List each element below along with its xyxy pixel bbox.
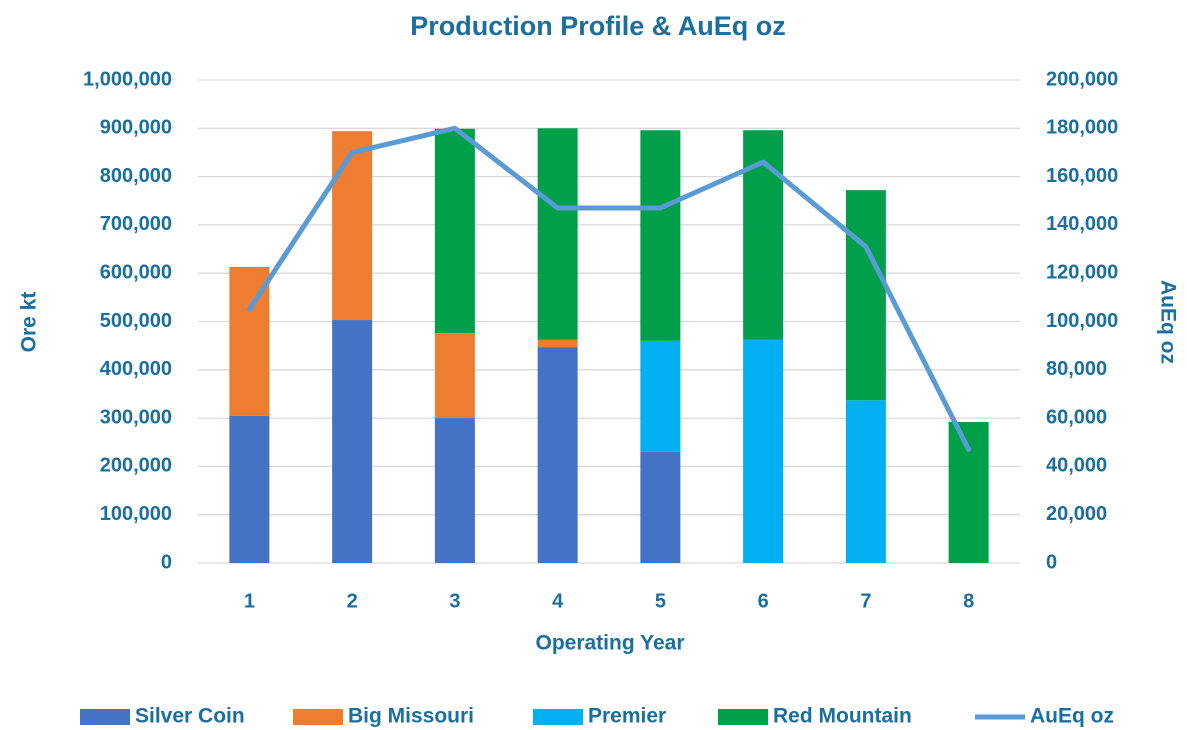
legend-swatch bbox=[293, 709, 343, 725]
bar bbox=[537, 128, 578, 340]
bar bbox=[332, 131, 373, 321]
bar bbox=[434, 333, 475, 419]
x-tick-label: 6 bbox=[758, 590, 769, 612]
legend-swatch bbox=[533, 709, 583, 725]
y2-tick-label: 120,000 bbox=[1046, 261, 1118, 283]
legend-swatch bbox=[80, 709, 130, 725]
y-tick-label: 200,000 bbox=[100, 455, 172, 477]
chart-title: Production Profile & AuEq oz bbox=[410, 11, 786, 41]
y2-tick-label: 160,000 bbox=[1046, 165, 1118, 187]
bar bbox=[434, 128, 475, 334]
y2-tick-label: 140,000 bbox=[1046, 213, 1118, 235]
legend-swatch bbox=[718, 709, 768, 725]
y2-axis-label: AuEq oz bbox=[1156, 280, 1179, 364]
y-axis-label: Ore kt bbox=[18, 292, 41, 353]
y-tick-label: 900,000 bbox=[100, 117, 172, 139]
bar bbox=[948, 421, 989, 563]
y-tick-label: 800,000 bbox=[100, 165, 172, 187]
y2-tick-label: 0 bbox=[1046, 551, 1057, 573]
x-tick-label: 2 bbox=[347, 590, 358, 612]
x-tick-label: 7 bbox=[860, 590, 871, 612]
bar bbox=[332, 320, 373, 563]
y2-tick-label: 100,000 bbox=[1046, 310, 1118, 332]
bar bbox=[434, 418, 475, 563]
bar bbox=[743, 339, 784, 563]
legend-label: Big Missouri bbox=[348, 705, 474, 728]
legend-label: Premier bbox=[588, 705, 666, 728]
legend-label: Red Mountain bbox=[773, 705, 912, 728]
x-tick-label: 1 bbox=[244, 590, 255, 612]
x-axis-label: Operating Year bbox=[535, 632, 684, 655]
y2-tick-label: 40,000 bbox=[1046, 455, 1107, 477]
bar bbox=[537, 347, 578, 563]
y2-tick-label: 20,000 bbox=[1046, 503, 1107, 525]
y-tick-label: 300,000 bbox=[100, 406, 172, 428]
bar bbox=[845, 190, 886, 401]
y2-tick-label: 200,000 bbox=[1046, 68, 1118, 90]
y2-tick-label: 60,000 bbox=[1046, 406, 1107, 428]
x-tick-label: 4 bbox=[552, 590, 564, 612]
bar bbox=[537, 339, 578, 348]
bar bbox=[640, 451, 681, 563]
bar bbox=[640, 130, 681, 341]
y-tick-label: 0 bbox=[161, 551, 172, 573]
y2-tick-label: 80,000 bbox=[1046, 358, 1107, 380]
legend-label: AuEq oz bbox=[1030, 705, 1114, 728]
y-tick-label: 500,000 bbox=[100, 310, 172, 332]
y-tick-label: 600,000 bbox=[100, 261, 172, 283]
x-tick-label: 3 bbox=[449, 590, 460, 612]
legend-label: Silver Coin bbox=[135, 705, 245, 728]
y2-tick-label: 180,000 bbox=[1046, 117, 1118, 139]
bar bbox=[845, 400, 886, 563]
bar bbox=[229, 415, 270, 563]
y-tick-label: 700,000 bbox=[100, 213, 172, 235]
x-tick-label: 5 bbox=[655, 590, 666, 612]
x-tick-label: 8 bbox=[963, 590, 974, 612]
bar bbox=[640, 340, 681, 452]
line bbox=[246, 125, 972, 452]
y-tick-label: 400,000 bbox=[100, 358, 172, 380]
y-tick-label: 1,000,000 bbox=[83, 68, 172, 90]
y-tick-label: 100,000 bbox=[100, 503, 172, 525]
